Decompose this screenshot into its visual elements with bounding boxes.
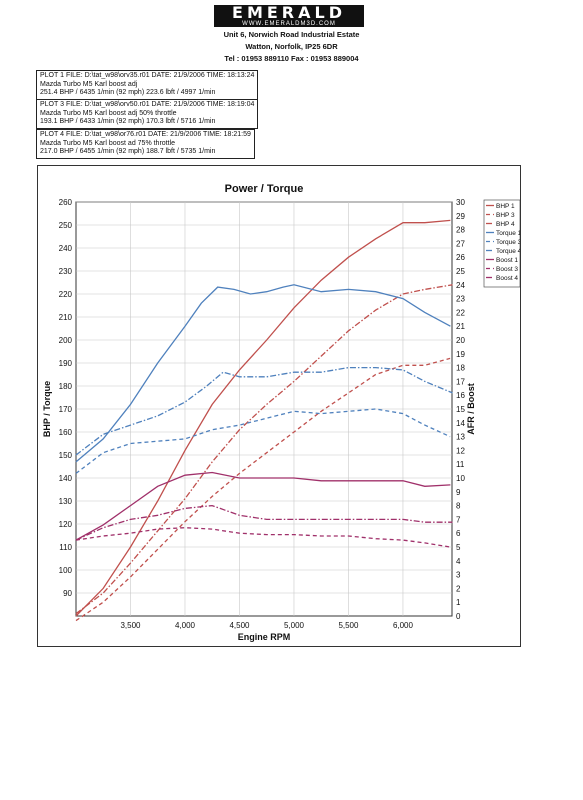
y2-tick-label: 22: [456, 308, 465, 317]
y-tick-label: 190: [59, 359, 73, 368]
y-tick-label: 130: [59, 497, 73, 506]
x-tick-label: 5,500: [338, 621, 359, 630]
y2-tick-label: 3: [456, 571, 461, 580]
y2-tick-label: 12: [456, 446, 465, 455]
series-line-bhp-4: [75, 284, 453, 615]
plot-3-file: PLOT 3 FILE: D:\tat_w98\orv50.r01 DATE: …: [40, 101, 255, 108]
plot-4-desc: Mazda Turbo M5 Karl boost ad 75% throttl…: [40, 139, 176, 147]
phone-fax: Tel : 01953 889110 Fax : 01953 889004: [224, 54, 359, 63]
chart-frame: 90 100 110 120 130 140 150 160 170 180 190 200 210 22…: [37, 165, 522, 647]
y2-tick-label: 10: [456, 474, 465, 483]
y2-tick-label: 27: [456, 239, 465, 248]
y2-tick-label: 0: [456, 612, 461, 621]
y2-tick-label: 13: [456, 433, 465, 442]
plot-1-result: 251.4 BHP / 6435 1/min (92 mph) 223.6 lb…: [40, 89, 216, 97]
y-tick-label: 210: [59, 313, 73, 322]
plot-3-info: PLOT 3 FILE: D:\tat_w98\orv50.r01 DATE: …: [36, 99, 259, 129]
plot-4-info: PLOT 4 FILE: D:\tat_w98\or76.r01 DATE: 2…: [36, 129, 255, 159]
x-tick-label: 6,000: [393, 621, 414, 630]
address-line-1: Unit 6, Norwich Road Industrial Estate: [223, 30, 360, 39]
y-tick-label: 240: [59, 244, 73, 253]
legend-label: Boost 1: [496, 257, 518, 264]
address-line-2: Watton, Norfolk, IP25 6DR: [245, 42, 338, 51]
series-line-torque-1: [75, 284, 451, 463]
x-tick-label: 4,000: [175, 621, 196, 630]
y2-tick-label: 4: [456, 557, 461, 566]
series-line-boost-4: [75, 504, 453, 541]
series-line-torque-4: [75, 366, 453, 456]
legend-label: Boost 3: [496, 266, 518, 273]
y-tick-label: 110: [59, 543, 72, 552]
y2-tick-label: 20: [456, 336, 465, 345]
chart-title: Power / Torque: [225, 183, 304, 195]
power-torque-chart: 9010011012013014015016017018019020021022…: [42, 183, 522, 642]
y2-tick-label: 29: [456, 212, 465, 221]
y-tick-label: 100: [59, 566, 73, 575]
y2-tick-label: 30: [456, 198, 465, 207]
y-tick-label: 160: [59, 428, 73, 437]
y2-tick-label: 2: [456, 584, 461, 593]
y-tick-label: 230: [59, 267, 73, 276]
y-tick-label: 180: [59, 382, 73, 391]
legend-label: BHP 4: [496, 221, 515, 228]
y2-tick-label: 16: [456, 391, 465, 400]
y2-tick-label: 6: [456, 529, 461, 538]
y2-tick-label: 9: [456, 488, 461, 497]
y2-tick-label: 15: [456, 405, 465, 414]
series-line-torque-3: [75, 408, 451, 474]
x-tick-label: 4,500: [229, 621, 250, 630]
y-tick-label: 170: [59, 405, 73, 414]
y-tick-label: 260: [59, 198, 73, 207]
y2-tick-label: 19: [456, 350, 465, 359]
legend-label: Boost 4: [496, 275, 518, 282]
y-tick-label: 120: [59, 520, 73, 529]
y2-tick-label: 14: [456, 419, 465, 428]
y2-tick-label: 23: [456, 295, 465, 304]
plot-4-file: PLOT 4 FILE: D:\tat_w98\or76.r01 DATE: 2…: [40, 131, 251, 138]
series-line-bhp-3: [75, 357, 451, 622]
series-line-boost-1: [75, 471, 451, 541]
y-axis-label: BHP / Torque: [42, 381, 52, 437]
plot-1-desc: Mazda Turbo M5 Karl boost adj: [40, 80, 138, 88]
legend-label: Torque 1: [496, 230, 520, 237]
plot-4-result: 217.0 BHP / 6455 1/min (92 mph) 188.7 lb…: [40, 148, 216, 156]
legend-label: BHP 3: [496, 212, 515, 219]
series-line-boost-3: [75, 527, 451, 548]
legend-label: BHP 1: [496, 203, 515, 210]
legend-label: Torque 3: [496, 239, 520, 246]
x-tick-label: 5,000: [284, 621, 305, 630]
y2-tick-label: 1: [456, 598, 461, 607]
y-tick-label: 250: [59, 221, 73, 230]
y-tick-label: 140: [59, 474, 73, 483]
y2-tick-label: 26: [456, 253, 465, 262]
plot-3-result: 193.1 BHP / 6433 1/min (92 mph) 170.3 lb…: [40, 118, 216, 126]
logo-url: WWW.EMERALDM3D.COM: [242, 21, 336, 27]
logo-word: EMERALD: [232, 3, 346, 22]
y2-tick-label: 28: [456, 226, 465, 235]
y-tick-label: 220: [59, 290, 73, 299]
y-tick-label: 90: [63, 589, 72, 598]
emerald-logo: EMERALD WWW.EMERALDM3D.COM: [214, 5, 364, 27]
plot-1-info: PLOT 1 FILE: D:\tat_w98\orv35.r01 DATE: …: [36, 70, 259, 100]
x-axis-label: Engine RPM: [238, 632, 291, 642]
plot-1-file: PLOT 1 FILE: D:\tat_w98\orv35.r01 DATE: …: [40, 72, 255, 79]
y2-tick-label: 18: [456, 364, 465, 373]
y2-tick-label: 5: [456, 543, 461, 552]
y2-tick-label: 25: [456, 267, 465, 276]
y-tick-label: 150: [59, 451, 73, 460]
y2-tick-label: 8: [456, 502, 461, 511]
y2-tick-label: 24: [456, 281, 465, 290]
y-tick-label: 200: [59, 336, 73, 345]
y2-tick-label: 21: [456, 322, 465, 331]
y2-axis-label: AFR / Boost: [466, 383, 476, 435]
legend-label: Torque 4: [496, 248, 520, 255]
plot-3-desc: Mazda Turbo M5 Karl boost adj 50% thrott…: [40, 109, 177, 117]
y2-tick-label: 17: [456, 377, 465, 386]
y2-tick-label: 11: [456, 460, 465, 469]
y2-tick-label: 7: [456, 515, 461, 524]
x-tick-label: 3,500: [120, 621, 141, 630]
